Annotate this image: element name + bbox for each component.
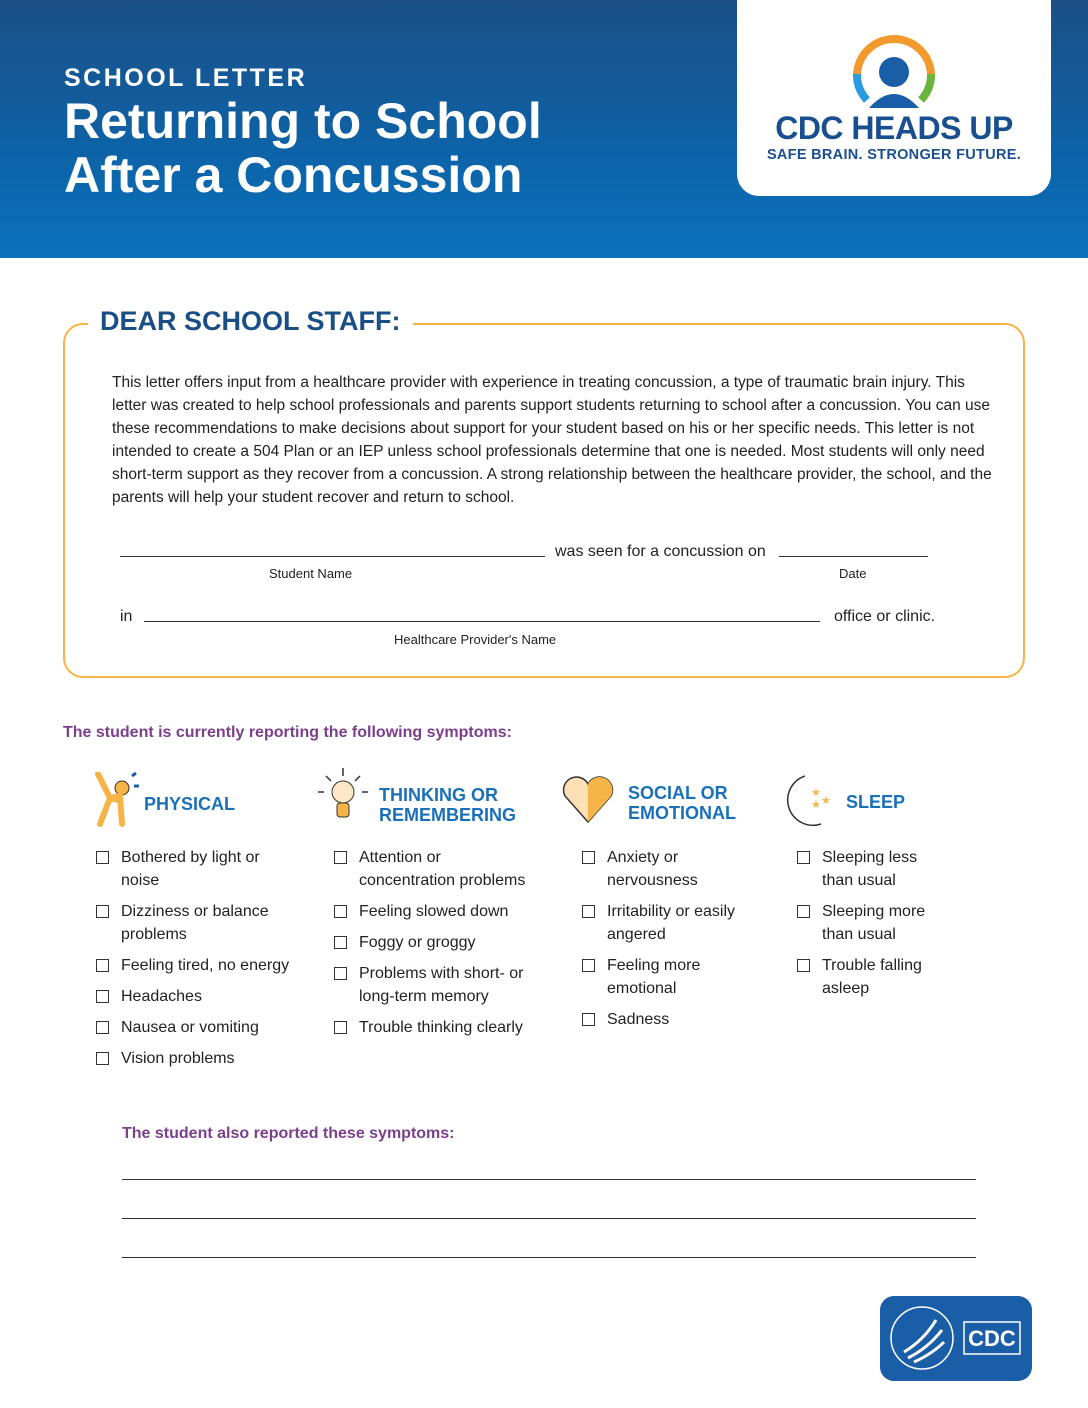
social-list: Anxiety or nervousness Irritability or e…	[582, 846, 762, 1039]
lightbulb-icon	[318, 768, 368, 818]
symptom-checkbox[interactable]: Problems with short- or long-term memory	[334, 962, 549, 1008]
symptom-checkbox[interactable]: Sleeping less than usual	[797, 846, 967, 892]
symptom-checkbox[interactable]: Feeling tired, no energy	[96, 954, 306, 977]
logo-name: CDC HEADS UP	[775, 110, 1013, 146]
svg-text:★: ★	[811, 799, 821, 811]
symptom-checkbox[interactable]: Feeling more emotional	[582, 954, 762, 1000]
also-symptoms-line-2[interactable]	[122, 1218, 976, 1219]
office-text: office or clinic.	[834, 608, 936, 625]
student-name-field[interactable]	[120, 556, 545, 557]
in-text: in	[120, 608, 133, 625]
heads-up-logo: CDC HEADS UP SAFE BRAIN. STRONGER FUTURE…	[737, 0, 1051, 196]
date-label: Date	[839, 566, 867, 581]
provider-name-field[interactable]	[144, 621, 820, 622]
symptom-checkbox[interactable]: Vision problems	[96, 1047, 306, 1070]
hhs-eagle-icon: CDC	[890, 1306, 1021, 1370]
thinking-list: Attention or concentration problems Feel…	[334, 846, 549, 1047]
symptoms-heading: The student is currently reporting the f…	[63, 724, 512, 741]
provider-label: Healthcare Provider's Name	[394, 632, 557, 647]
also-symptoms-line-3[interactable]	[122, 1257, 976, 1258]
symptom-checkbox[interactable]: Attention or concentration problems	[334, 846, 549, 892]
heads-up-icon	[853, 35, 935, 108]
symptom-checkbox[interactable]: Bothered by light or noise	[96, 846, 306, 892]
symptom-checkbox[interactable]: Headaches	[96, 985, 306, 1008]
student-name-label: Student Name	[269, 566, 353, 581]
symptom-checkbox[interactable]: Irritability or easily angered	[582, 900, 762, 946]
cdc-logo-text: CDC	[968, 1326, 1016, 1351]
category-physical: PHYSICAL	[144, 794, 236, 814]
logo-tagline: SAFE BRAIN. STRONGER FUTURE.	[766, 147, 1022, 163]
eyebrow: SCHOOL LETTER	[64, 64, 308, 92]
physical-list: Bothered by light or noise Dizziness or …	[96, 846, 306, 1078]
letter-heading: DEAR SCHOOL STAFF:	[88, 306, 413, 337]
symptom-checkbox[interactable]: Nausea or vomiting	[96, 1016, 306, 1039]
moon-stars-icon: ★★★	[787, 775, 831, 827]
also-symptoms-line-1[interactable]	[122, 1179, 976, 1180]
symptom-checkbox[interactable]: Feeling slowed down	[334, 900, 549, 923]
physical-icon	[95, 772, 139, 827]
heart-icon	[562, 776, 614, 824]
page-title: Returning to School After a Concussion	[64, 93, 542, 203]
svg-text:★: ★	[821, 795, 831, 807]
symptom-checkbox[interactable]: Sleeping more than usual	[797, 900, 967, 946]
letter-box	[63, 323, 1025, 678]
symptom-checkbox[interactable]: Dizziness or balance problems	[96, 900, 306, 946]
cdc-hhs-logo: CDC	[880, 1296, 1032, 1381]
symptom-checkbox[interactable]: Sadness	[582, 1008, 762, 1031]
sleep-list: Sleeping less than usual Sleeping more t…	[797, 846, 967, 1008]
symptom-checkbox[interactable]: Trouble thinking clearly	[334, 1016, 549, 1039]
date-field[interactable]	[779, 556, 928, 557]
symptom-checkbox[interactable]: Foggy or groggy	[334, 931, 549, 954]
letter-body: This letter offers input from a healthca…	[112, 374, 992, 506]
symptom-checkbox[interactable]: Anxiety or nervousness	[582, 846, 762, 892]
seen-text: was seen for a concussion on	[555, 543, 766, 560]
svg-text:★: ★	[811, 787, 821, 799]
also-heading: The student also reported these symptoms…	[122, 1125, 455, 1142]
category-thinking: THINKING OR REMEMBERING	[379, 785, 517, 825]
symptom-checkbox[interactable]: Trouble falling asleep	[797, 954, 967, 1000]
category-sleep: SLEEP	[846, 792, 906, 812]
category-social: SOCIAL OR EMOTIONAL	[628, 783, 736, 823]
